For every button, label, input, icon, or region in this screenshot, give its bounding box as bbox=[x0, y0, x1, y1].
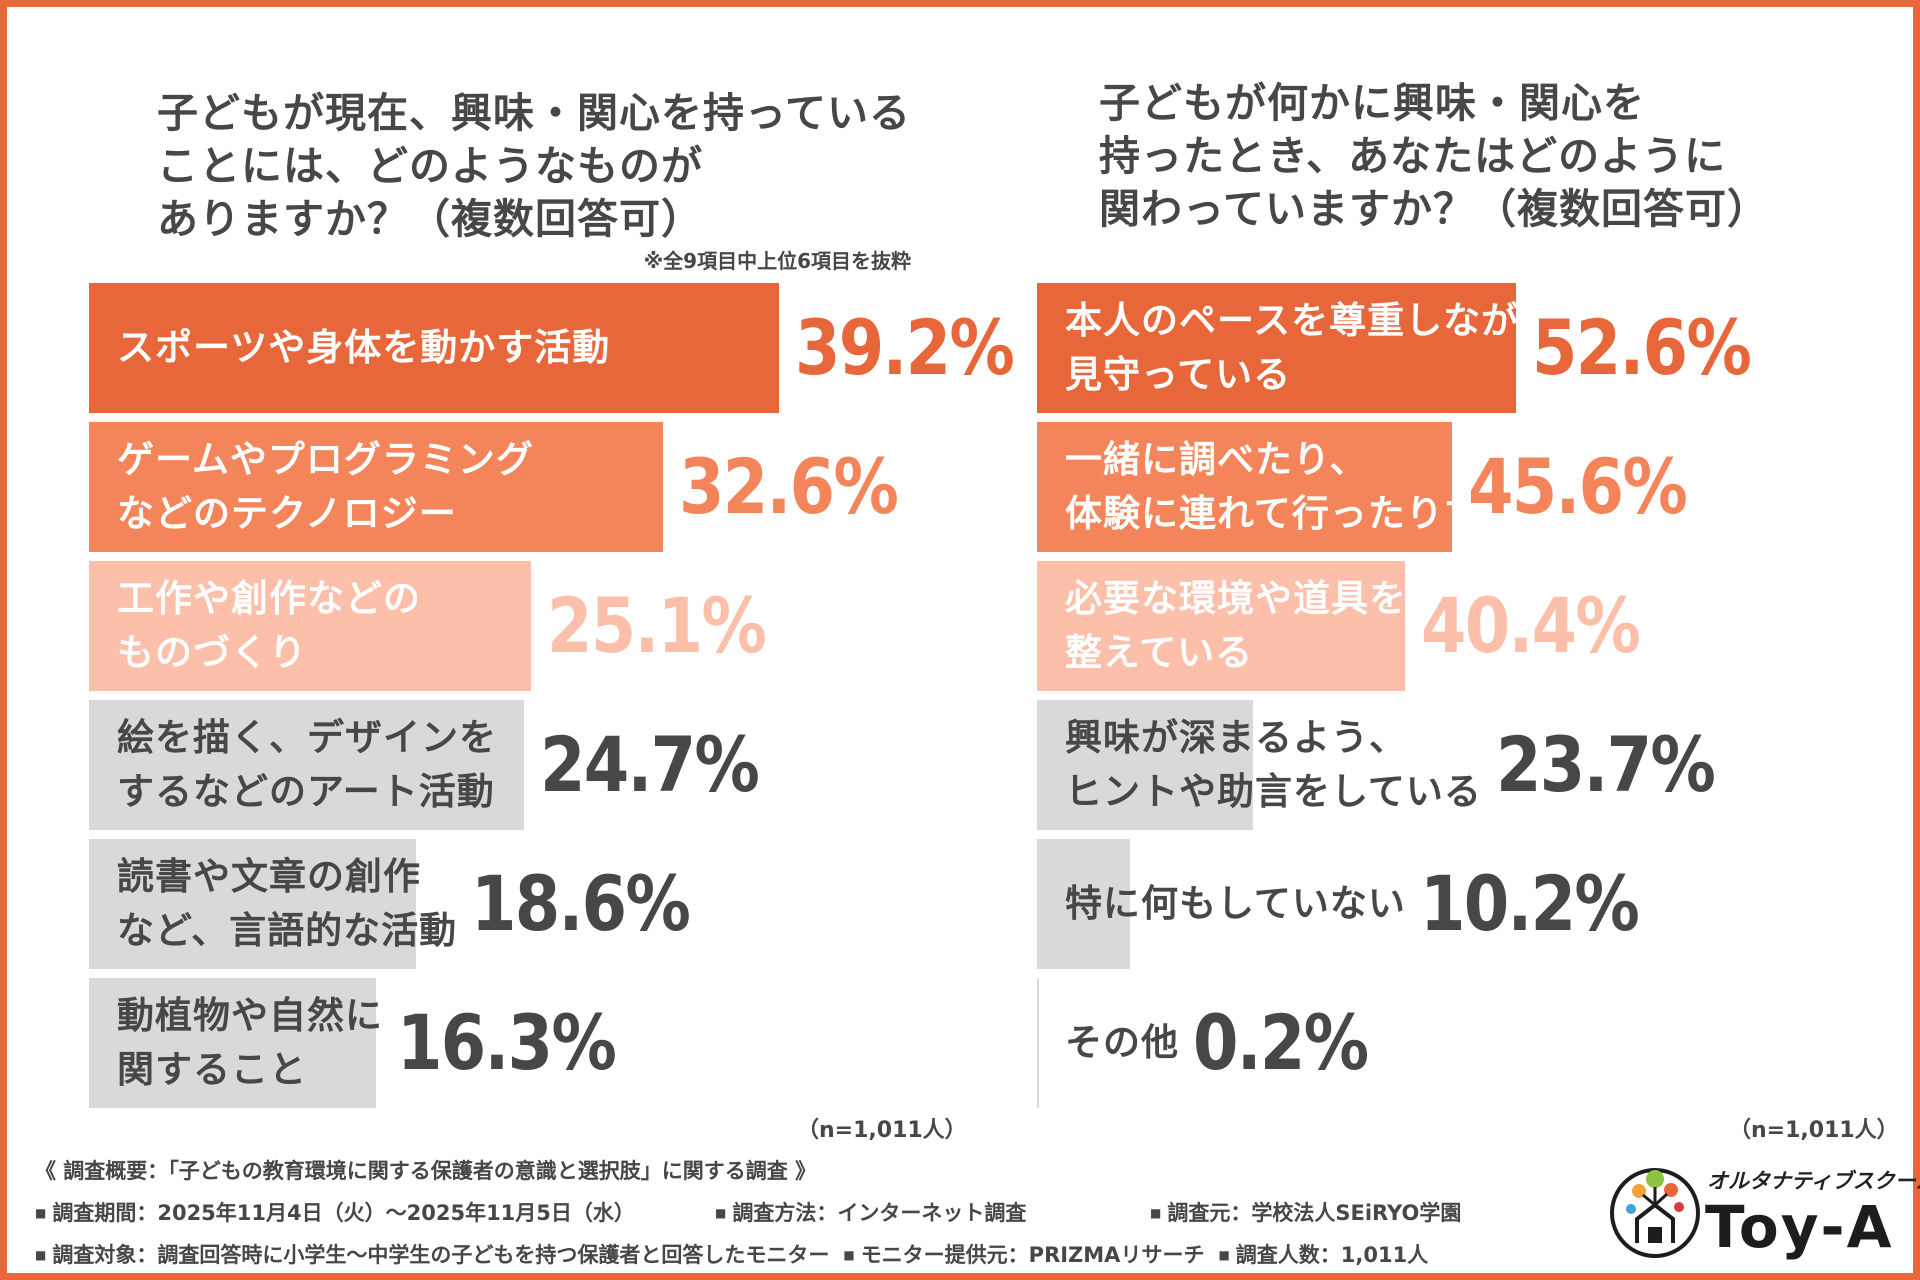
right-title-line: 子どもが何かに興味・関心を bbox=[1099, 79, 1645, 127]
survey-heading: 《 調査概要：「子どもの教育環境に関する保護者の意識と選択肢」に関する調査 》 bbox=[35, 1159, 817, 1183]
right-bar bbox=[1037, 978, 1039, 1108]
left-bar-label: 工作や創作などの ものづくり bbox=[117, 572, 421, 680]
right-value-label: 40.4% bbox=[1420, 581, 1641, 670]
right-bar-label-line: 体験に連れて行ったりする bbox=[1065, 492, 1520, 535]
right-value-label: 52.6% bbox=[1531, 303, 1752, 392]
left-bar bbox=[89, 283, 779, 413]
survey-provider: モニター提供元：PRIZMAリサーチ bbox=[843, 1234, 1205, 1276]
right-bar-label: 必要な環境や道具を 整えている bbox=[1065, 572, 1407, 680]
survey-count: 調査人数：1,011人 bbox=[1218, 1234, 1428, 1276]
left-bar bbox=[89, 700, 524, 830]
right-bar-label: 一緒に調べたり、体験に連れて行ったりする bbox=[1065, 433, 1520, 541]
survey-period: 調査期間：2025年11月4日（火）～2025年11月5日（水） bbox=[35, 1192, 715, 1234]
right-value-label: 0.2% bbox=[1193, 998, 1369, 1087]
left-bar-label: ゲームやプログラミング などのテクノロジー bbox=[117, 433, 534, 541]
left-bar-label-line: など、言語的な活動 bbox=[117, 909, 458, 952]
right-bar-label-line: 整えている bbox=[1065, 631, 1254, 674]
right-bar bbox=[1037, 700, 1253, 830]
right-bar-label: その他 bbox=[1065, 1016, 1179, 1070]
left-bar-label-line: するなどのアート活動 bbox=[117, 770, 495, 813]
survey-method: 調査方法：インターネット調査 bbox=[715, 1192, 1150, 1234]
left-value-label: 16.3% bbox=[397, 998, 617, 1087]
right-question-title: 子どもが何かに興味・関心を 持ったとき、あなたはどのように 関わっていますか？（… bbox=[1099, 77, 1769, 236]
left-bar bbox=[89, 561, 531, 691]
right-bar bbox=[1037, 839, 1130, 969]
right-bar bbox=[1037, 283, 1516, 413]
logo-subtitle: オルタナティブスクール bbox=[1707, 1169, 1920, 1193]
left-sample-size: （n=1,011人） bbox=[797, 1118, 967, 1143]
right-bar-label-line: ヒントや助言をしている bbox=[1065, 770, 1482, 813]
left-value-label: 18.6% bbox=[471, 859, 691, 948]
left-bar-label-line: などのテクノロジー bbox=[117, 492, 457, 535]
right-bar-label-line: 特に何もしていない bbox=[1065, 882, 1406, 925]
right-bar-label-line: 必要な環境や道具を bbox=[1065, 577, 1407, 620]
right-title-line: 持ったとき、あなたはどのように bbox=[1099, 132, 1727, 180]
left-bar-label-line: ゲームやプログラミング bbox=[117, 438, 534, 481]
right-bar-label: 本人のペースを尊重しながら 見守っている bbox=[1065, 294, 1557, 402]
left-bar-label: 読書や文章の創作 など、言語的な活動 bbox=[117, 850, 457, 958]
logo-wordmark: Toy-A bbox=[1705, 1193, 1894, 1261]
left-bar-label-line: 動植物や自然に bbox=[117, 994, 383, 1037]
right-value-label: 10.2% bbox=[1419, 859, 1640, 948]
right-title-line: 関わっていますか？（複数回答可） bbox=[1099, 185, 1769, 233]
survey-source: 調査元：学校法人SEiRYO学園 bbox=[1150, 1192, 1461, 1234]
right-value-label: 23.7% bbox=[1495, 720, 1716, 809]
left-value-label: 32.6% bbox=[678, 442, 899, 531]
left-bar-label: スポーツや身体を動かす活動 bbox=[117, 321, 610, 375]
left-bar bbox=[89, 978, 376, 1108]
left-bar-label-line: 工作や創作などの bbox=[117, 577, 421, 620]
right-sample-size: （n=1,011人） bbox=[1729, 1118, 1899, 1143]
right-value-label: 45.6% bbox=[1467, 442, 1688, 531]
left-question-title: 子どもが現在、興味・関心を持っている ことには、どのようなものが ありますか？（… bbox=[157, 87, 911, 246]
right-bar-label-line: 見守っている bbox=[1065, 353, 1292, 396]
survey-overview: 《 調査概要：「子どもの教育環境に関する保護者の意識と選択肢」に関する調査 》 … bbox=[35, 1150, 1461, 1276]
left-bar-label-line: スポーツや身体を動かす活動 bbox=[117, 326, 611, 369]
left-bar-label-line: 関すること bbox=[117, 1048, 307, 1091]
right-bar-label: 興味が深まるよう、ヒントや助言をしている bbox=[1065, 711, 1482, 819]
toy-a-logo: オルタナティブスクール Toy-A bbox=[1607, 1157, 1920, 1267]
right-bar-label-line: 一緒に調べたり、 bbox=[1065, 438, 1368, 481]
left-bar bbox=[89, 839, 417, 969]
left-bar-label: 動植物や自然に 関すること bbox=[117, 989, 383, 1097]
logo-emblem-icon bbox=[1610, 1168, 1700, 1258]
survey-row-1: 調査期間：2025年11月4日（火）～2025年11月5日（水）調査方法：インタ… bbox=[35, 1192, 1461, 1234]
survey-target: 調査対象：調査回答時に小学生～中学生の子どもを持つ保護者と回答したモニター bbox=[35, 1234, 829, 1276]
survey-row-2: 調査対象：調査回答時に小学生～中学生の子どもを持つ保護者と回答したモニターモニタ… bbox=[35, 1234, 1461, 1276]
right-bar-label: 特に何もしていない bbox=[1065, 877, 1406, 931]
left-bar-label-line: 絵を描く、デザインを bbox=[117, 716, 497, 759]
left-title-line: ことには、どのようなものが bbox=[157, 142, 703, 190]
left-value-label: 24.7% bbox=[539, 720, 760, 809]
left-title-line: ありますか？（複数回答可） bbox=[157, 195, 703, 243]
left-value-label: 25.1% bbox=[546, 581, 767, 670]
right-bar-label-line: 本人のペースを尊重しながら bbox=[1065, 299, 1558, 342]
left-bar-label: 絵を描く、デザインを するなどのアート活動 bbox=[117, 711, 497, 819]
left-bar bbox=[89, 422, 663, 552]
right-bar bbox=[1037, 561, 1405, 691]
right-bar bbox=[1037, 422, 1452, 552]
left-bar-label-line: 読書や文章の創作 bbox=[117, 855, 421, 898]
right-bar-label-line: 興味が深まるよう、 bbox=[1065, 716, 1407, 759]
left-value-label: 39.2% bbox=[794, 303, 1015, 392]
right-bar-label-line: その他 bbox=[1065, 1021, 1179, 1064]
left-bar-label-line: ものづくり bbox=[117, 631, 307, 674]
left-items-note: ※全9項目中上位6項目を抜粋 bbox=[643, 249, 911, 273]
left-title-line: 子どもが現在、興味・関心を持っている bbox=[157, 89, 911, 137]
